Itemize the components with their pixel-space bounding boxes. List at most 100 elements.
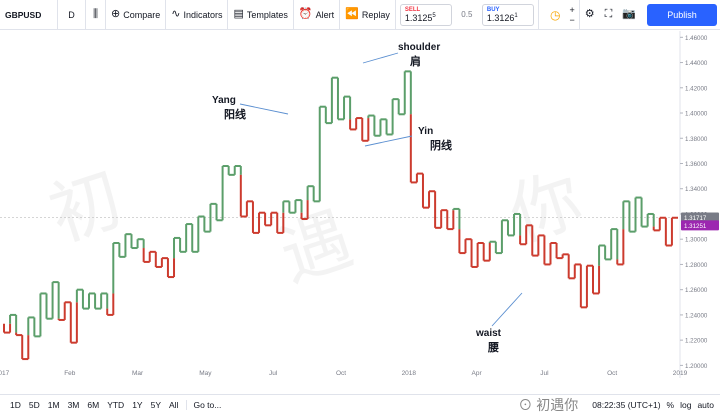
clock-time[interactable]: 08:22:35 (UTC+1)	[592, 399, 661, 410]
zoom-stepper[interactable]: + −	[565, 5, 578, 25]
y-tick-label: 1.36000	[685, 161, 708, 168]
annotation-label: shoulder	[398, 42, 440, 53]
x-tick-label: Oct	[607, 370, 617, 377]
indicators-button[interactable]: ∿ Indicators	[166, 0, 229, 30]
y-tick-label: 1.46000	[685, 35, 708, 42]
x-tick-label: Jul	[269, 370, 278, 377]
fullscreen-button[interactable]: ⛶	[600, 0, 618, 30]
bottom-toolbar: 1D 5D 1M 3M 6M YTD 1Y 5Y All Go to... ⊙ 初遇你 08:2…	[0, 394, 720, 414]
annotation-leader	[239, 103, 289, 115]
range-button-1d[interactable]: 1D	[10, 399, 21, 410]
symbol-search[interactable]: GBPUSD	[0, 0, 58, 30]
range-button-1y[interactable]: 1Y	[132, 399, 143, 410]
y-tick-label: 1.42000	[685, 85, 708, 92]
range-button-all[interactable]: All	[169, 399, 179, 410]
templates-icon: ▤	[233, 8, 244, 20]
annotation-label: Yin	[418, 126, 433, 137]
log-toggle[interactable]: log	[680, 399, 692, 410]
plus-circle-icon: ⊕	[111, 8, 121, 20]
trade-panel: SELL 1.31255 0.5 BUY 1.31261	[396, 0, 539, 30]
y-tick-label: 1.44000	[685, 60, 708, 67]
templates-button[interactable]: ▤ Templates	[228, 0, 294, 30]
compare-label: Compare	[123, 9, 161, 20]
indicators-icon: ∿	[171, 8, 181, 20]
settings-button[interactable]: ⚙	[578, 0, 600, 30]
price-label-box	[681, 220, 719, 231]
percent-toggle[interactable]: %	[666, 399, 675, 410]
x-tick-label: May	[199, 370, 212, 377]
alert-settings-button[interactable]: ◷	[545, 0, 565, 30]
templates-label: Templates	[246, 9, 288, 20]
chart-style-button[interactable]: ⫼	[86, 0, 106, 30]
replay-label: Replay	[361, 9, 390, 20]
y-tick-label: 1.24000	[685, 312, 708, 319]
buy-price: 1.31261	[486, 12, 518, 23]
annotation-leader	[362, 52, 399, 64]
y-tick-label: 1.22000	[685, 338, 708, 345]
interval-button[interactable]: D	[58, 0, 86, 30]
fullscreen-icon: ⛶	[604, 8, 613, 20]
toolbar-right: ◷ + − ⚙ ⛶ 📷 Publish	[545, 0, 720, 30]
annotation-chinese: 阴线	[430, 138, 452, 152]
compare-button[interactable]: ⊕ Compare	[106, 0, 167, 30]
range-button-5y[interactable]: 5Y	[150, 399, 161, 410]
publish-button[interactable]: Publish	[647, 3, 717, 26]
orange-clock-icon: ◷	[549, 7, 561, 22]
x-tick-label: Mar	[132, 370, 144, 377]
x-tick-label: Oct	[336, 370, 346, 377]
range-button-6m[interactable]: 6M	[87, 399, 100, 410]
bottom-right: ⊙ 初遇你 08:22:35 (UTC+1) % log auto	[518, 395, 720, 414]
x-tick-label: Jul	[540, 370, 549, 377]
spread-value: 0.5	[461, 10, 473, 19]
range-button-1m[interactable]: 1M	[47, 399, 60, 410]
rewind-icon: ⏪	[345, 8, 359, 20]
minus-icon: −	[569, 14, 575, 25]
indicators-label: Indicators	[183, 9, 223, 20]
goto-label: Go to...	[193, 399, 222, 410]
plus-icon: +	[569, 4, 575, 15]
price-label-text: 1.31717	[684, 215, 707, 222]
annotation-label: waist	[475, 328, 502, 339]
x-tick-label: 2018	[402, 370, 417, 377]
goto-button[interactable]: Go to...	[186, 399, 227, 410]
range-button-ytd[interactable]: YTD	[107, 399, 125, 410]
price-label-text: 1.31251	[684, 223, 707, 230]
alarm-clock-icon: ⏰	[298, 8, 313, 20]
y-tick-label: 1.30000	[685, 237, 708, 244]
watermark-logo: ⊙ 初遇你	[518, 396, 579, 413]
watermark-glyph: 你	[500, 158, 592, 258]
annotation-label: Yang	[212, 95, 236, 106]
x-tick-label: 2017	[0, 370, 10, 377]
y-tick-label: 1.34000	[685, 186, 708, 193]
annotation-chinese: 腰	[487, 341, 499, 354]
range-button-5d[interactable]: 5D	[28, 399, 40, 410]
buy-button[interactable]: BUY 1.31261	[481, 3, 534, 26]
kagi-chart[interactable]: 初遇你1.460001.440001.420001.400001.380001.…	[0, 31, 720, 378]
snapshot-button[interactable]: 📷	[617, 0, 641, 30]
auto-toggle[interactable]: auto	[697, 399, 714, 410]
annotation-leader	[491, 292, 523, 327]
alert-button[interactable]: ⏰ Alert	[294, 0, 341, 30]
gear-icon: ⚙	[584, 8, 595, 20]
y-tick-label: 1.20000	[685, 363, 708, 370]
y-tick-label: 1.28000	[685, 262, 708, 269]
sell-label: SELL	[404, 6, 421, 13]
annotation-chinese: 肩	[410, 54, 421, 68]
buy-label: BUY	[486, 6, 500, 13]
price-label-box	[681, 212, 719, 223]
interval-label: D	[68, 9, 75, 20]
top-toolbar: GBPUSD D ⫼ ⊕ Compare ∿ Indicators ▤ Temp…	[0, 0, 720, 30]
annotation-chinese: 阳线	[224, 107, 246, 121]
x-tick-label: 2019	[673, 370, 688, 377]
range-button-3m[interactable]: 3M	[67, 399, 80, 410]
replay-button[interactable]: ⏪ Replay	[340, 0, 396, 30]
camera-icon: 📷	[622, 8, 636, 20]
y-tick-label: 1.38000	[685, 136, 708, 143]
symbol-label: GBPUSD	[5, 9, 42, 20]
sell-button[interactable]: SELL 1.31255	[399, 3, 452, 26]
chart-area[interactable]: 初遇你 1.46000 1.44000 1.42000 1.40000 1.38000 1.…	[0, 31, 720, 378]
bars-style-icon: ⫼	[92, 8, 99, 20]
y-tick-label: 1.26000	[685, 287, 708, 294]
annotation-leader	[364, 135, 413, 147]
publish-label: Publish	[667, 9, 697, 20]
